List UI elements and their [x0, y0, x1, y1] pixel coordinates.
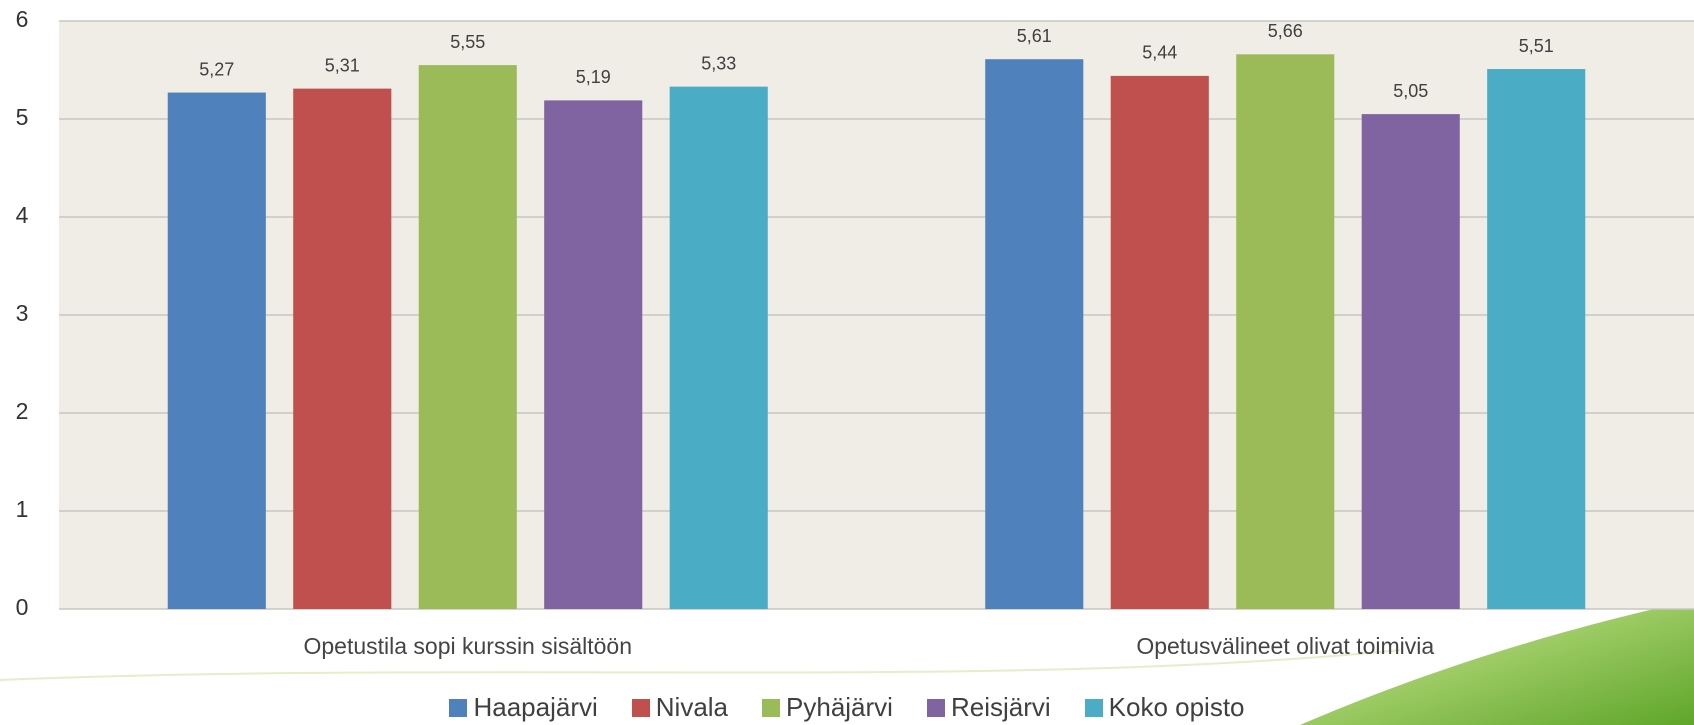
legend-item: Pyhäjärvi	[762, 692, 893, 723]
legend-swatch	[449, 698, 468, 717]
decoration	[0, 649, 1401, 681]
x-tick-label: Opetusvälineet olivat toimivia	[1136, 633, 1434, 659]
legend-label: Koko opisto	[1108, 692, 1245, 722]
y-tick-label: 4	[16, 202, 29, 228]
x-tick-label: Opetustila sopi kurssin sisältöön	[303, 633, 632, 659]
value-label: 5,44	[1142, 43, 1177, 63]
bar	[1236, 54, 1335, 609]
legend-item: Haapajärvi	[449, 692, 598, 723]
legend-label: Pyhäjärvi	[786, 692, 893, 722]
bar	[1110, 75, 1209, 609]
value-label: 5,33	[701, 53, 736, 73]
value-label: 5,55	[450, 32, 485, 52]
y-tick-label: 0	[16, 594, 29, 620]
value-label: 5,66	[1268, 21, 1303, 41]
legend-item: Nivala	[631, 692, 729, 723]
value-label: 5,27	[199, 59, 234, 79]
legend-swatch	[926, 698, 945, 717]
legend: Haapajärvi Nivala Pyhäjärvi Reisjärvi Koko o…	[0, 692, 1694, 723]
y-tick-label: 2	[16, 398, 29, 424]
bar	[293, 88, 392, 610]
bar	[1487, 69, 1586, 609]
legend-label: Haapajärvi	[473, 692, 598, 722]
legend-swatch	[1084, 698, 1103, 717]
decoration	[1300, 600, 1694, 725]
value-label: 5,31	[325, 55, 360, 75]
y-tick-label: 6	[16, 6, 29, 32]
bar	[1361, 114, 1460, 609]
legend-swatch	[631, 698, 650, 717]
value-label: 5,19	[576, 67, 611, 87]
bar	[418, 65, 517, 610]
bar	[669, 86, 768, 609]
value-label: 5,05	[1393, 81, 1428, 101]
value-label: 5,61	[1017, 26, 1052, 46]
legend-label: Nivala	[655, 692, 729, 722]
value-label: 5,51	[1519, 36, 1554, 56]
bar	[544, 100, 643, 609]
bar	[167, 92, 266, 610]
legend-label: Reisjärvi	[950, 692, 1051, 722]
legend-item: Koko opisto	[1084, 692, 1245, 723]
y-tick-label: 1	[16, 496, 29, 522]
legend-item: Reisjärvi	[926, 692, 1051, 723]
legend-swatch	[762, 698, 781, 717]
y-tick-label: 5	[16, 104, 29, 130]
y-tick-label: 3	[16, 300, 29, 326]
bar	[985, 59, 1084, 610]
